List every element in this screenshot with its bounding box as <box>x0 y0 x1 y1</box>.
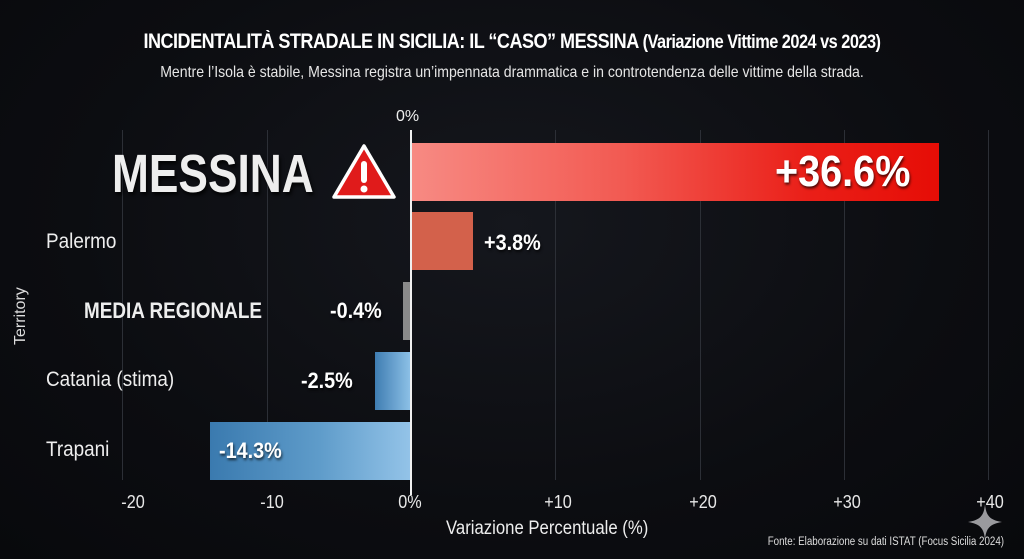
gridline-plus40 <box>988 130 989 480</box>
warning-triangle-icon <box>332 144 396 199</box>
value-label-media-regionale: -0.4% <box>330 298 382 323</box>
bar-palermo[interactable] <box>412 212 473 270</box>
bar-media-regionale[interactable] <box>403 282 410 340</box>
tick-minus10: -10 <box>260 492 284 512</box>
category-label-messina: MESSINA <box>112 144 314 204</box>
tick-plus10: +10 <box>544 492 572 512</box>
tick-plus30: +30 <box>833 492 861 512</box>
value-label-trapani: -14.3% <box>219 438 282 463</box>
gridline-plus10 <box>555 130 556 480</box>
tick-plus20: +20 <box>689 492 717 512</box>
category-label-catania: Catania (stima) <box>46 368 175 391</box>
source-note: Fonte: Elaborazione su dati ISTAT (Focus… <box>767 536 1004 548</box>
tick-zero: 0% <box>398 492 422 512</box>
bar-trapani[interactable] <box>210 422 410 480</box>
value-label-palermo: +3.8% <box>484 230 541 255</box>
x-axis-label: Variazione Percentuale (%) <box>446 518 649 539</box>
gridline-plus20 <box>700 130 701 480</box>
value-label-messina: +36.6% <box>775 147 911 196</box>
value-label-catania: -2.5% <box>301 368 353 393</box>
chart-title: INCIDENTALITÀ STRADALE IN SICILIA: IL “C… <box>72 30 953 54</box>
category-label-media-regionale: MEDIA REGIONALE <box>84 298 263 323</box>
category-label-palermo: Palermo <box>46 230 117 253</box>
category-label-trapani: Trapani <box>46 438 110 461</box>
tick-minus20: -20 <box>121 492 145 512</box>
zero-top-label: 0% <box>396 108 420 125</box>
gridline-minus10 <box>267 130 268 480</box>
tick-plus40: +40 <box>976 492 1004 512</box>
zero-axis-line <box>410 130 412 495</box>
title-main: INCIDENTALITÀ STRADALE IN SICILIA: IL “C… <box>143 30 639 53</box>
chart-subtitle: Mentre l’Isola è stabile, Messina regist… <box>160 64 864 81</box>
gridline-minus20 <box>122 130 123 480</box>
sparkle-icon <box>968 504 1002 540</box>
y-axis-label: Territory <box>12 287 29 345</box>
bar-catania[interactable] <box>375 352 410 410</box>
gridline-plus30 <box>844 130 845 480</box>
bar-messina[interactable] <box>412 143 939 201</box>
title-paren: (Variazione Vittime 2024 vs 2023) <box>642 32 881 53</box>
